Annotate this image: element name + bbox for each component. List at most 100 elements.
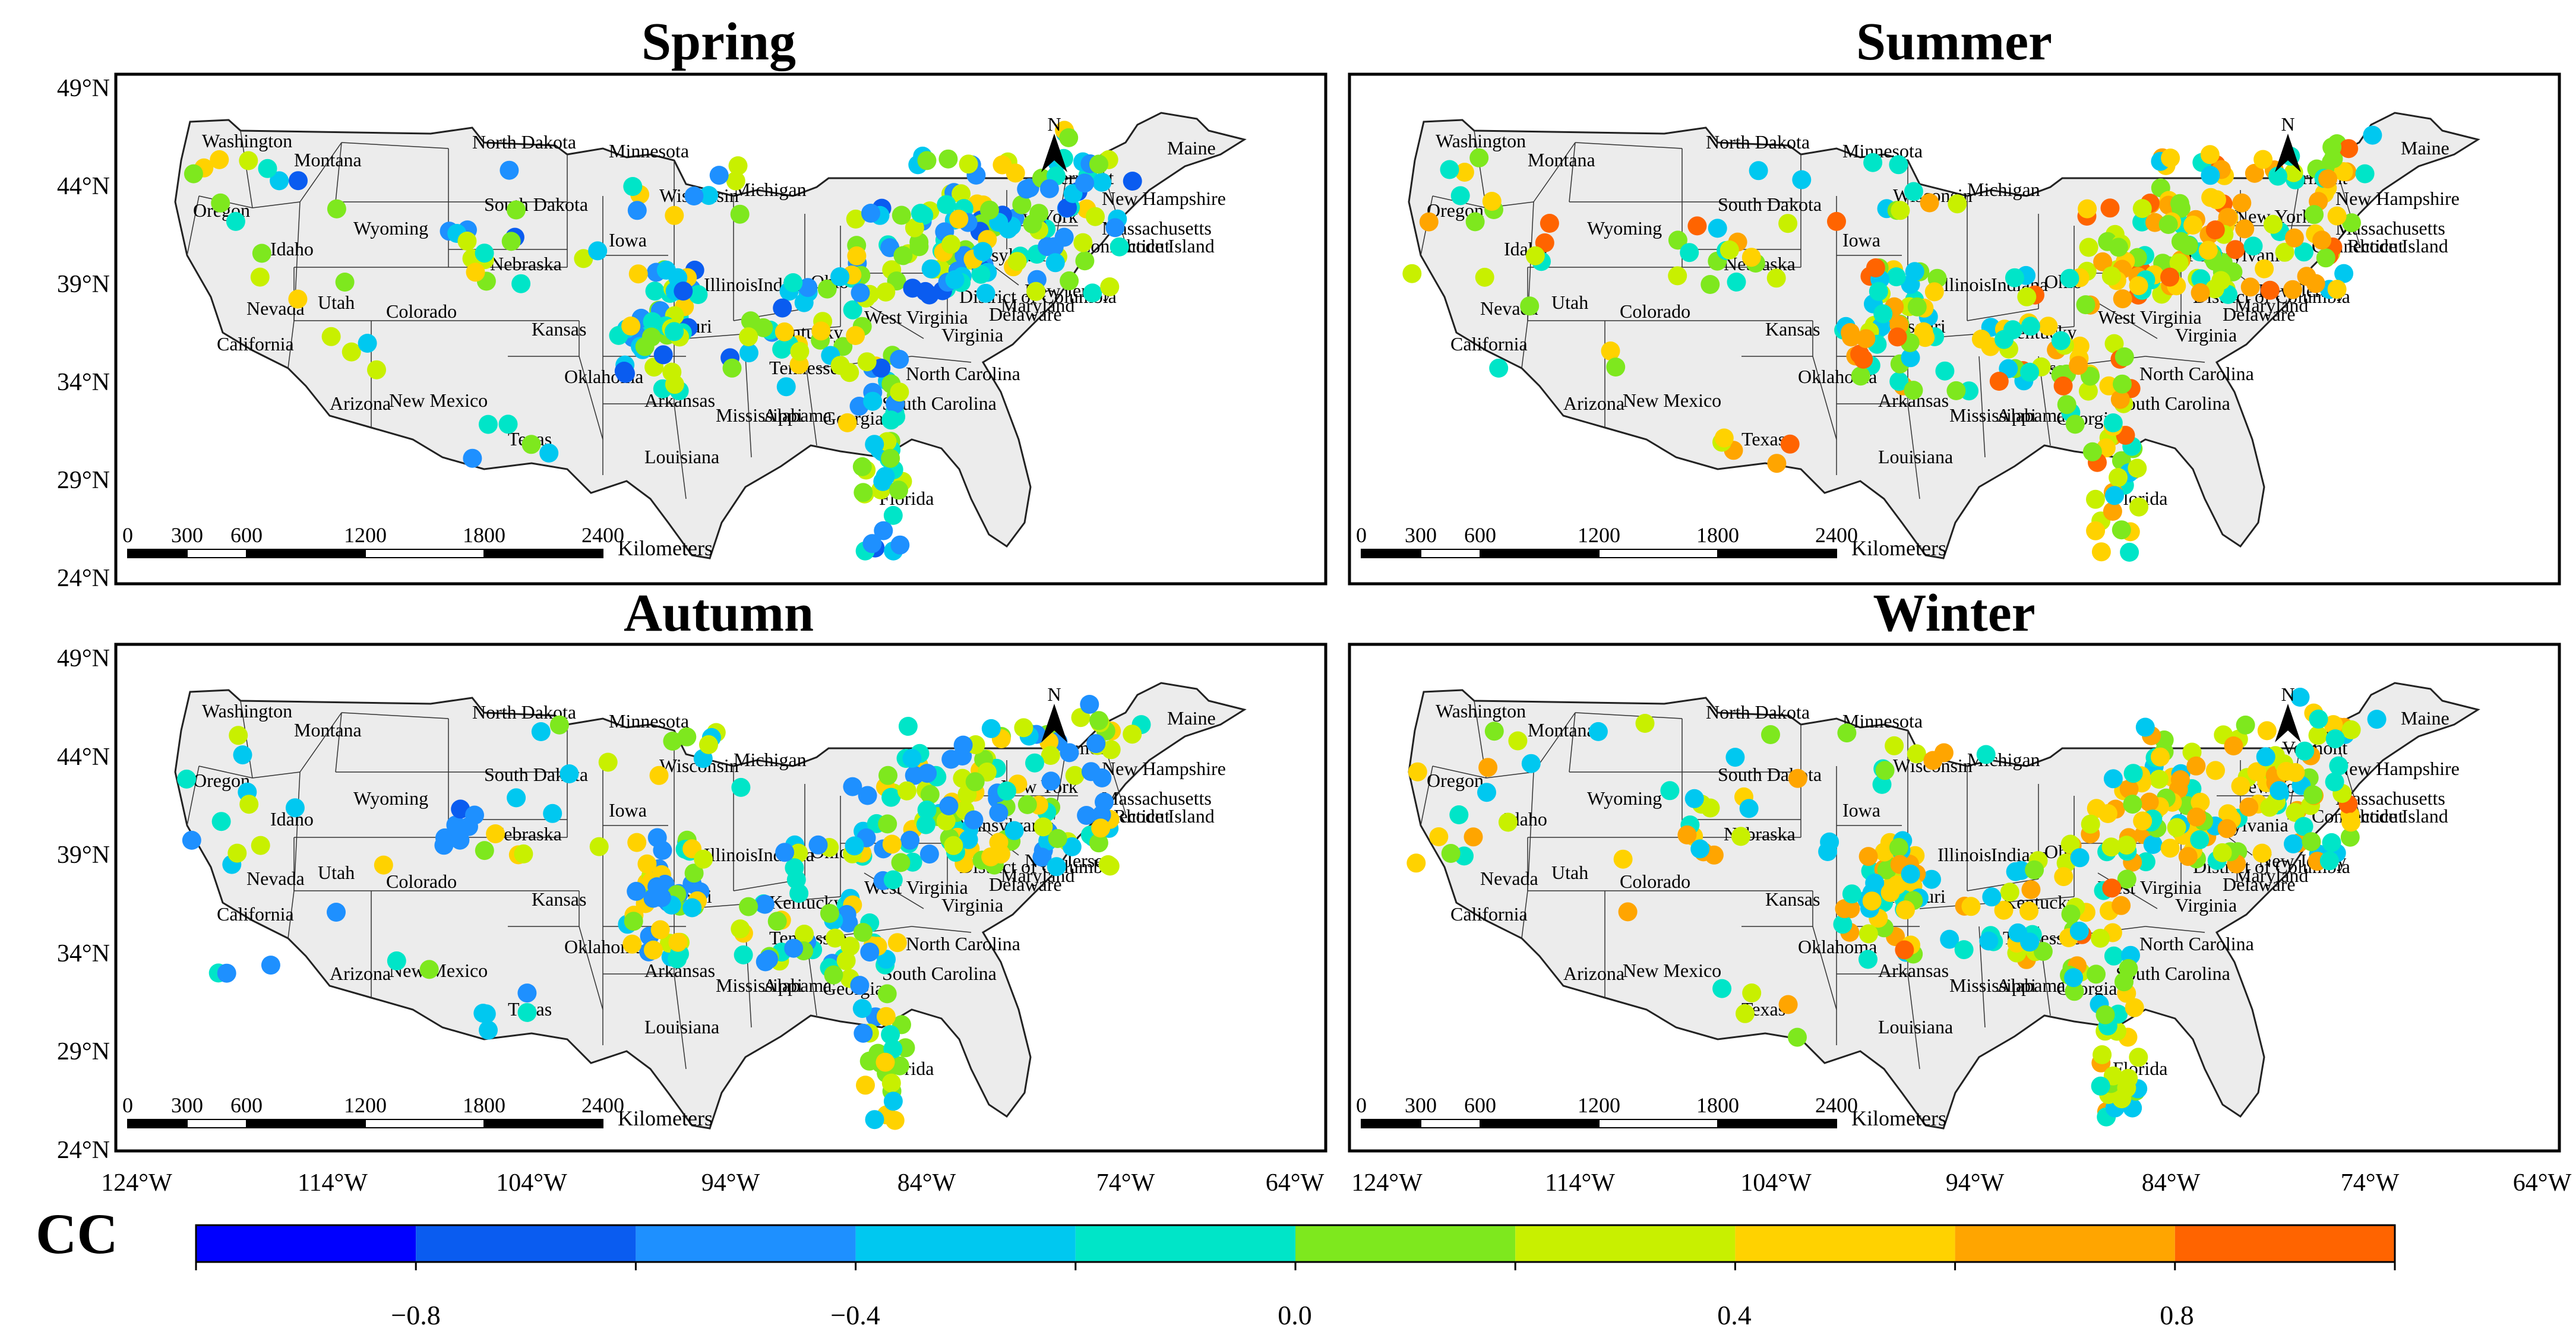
station-marker	[889, 480, 908, 500]
state-label-michigan: Michigan	[1967, 179, 2040, 200]
station-marker	[2191, 792, 2210, 812]
station-marker	[2309, 709, 2328, 729]
station-marker	[739, 897, 758, 916]
station-marker	[789, 843, 808, 863]
lat-tick: 39°N	[57, 842, 110, 869]
station-marker	[877, 984, 897, 1004]
station-marker	[1858, 950, 1878, 969]
state-label-arizona: Arizona	[1563, 963, 1624, 984]
station-marker	[865, 435, 884, 454]
station-marker	[2308, 726, 2328, 745]
station-marker	[1023, 214, 1042, 234]
station-marker	[1701, 798, 1720, 818]
lat-axis-bottom: 49°N 44°N 39°N 34°N 29°N 24°N	[57, 645, 110, 1164]
scale-bar-segment	[1361, 1119, 1421, 1128]
station-marker	[881, 1025, 900, 1045]
station-marker	[854, 483, 873, 502]
state-border	[2038, 926, 2051, 1016]
station-marker	[1006, 163, 1025, 183]
state-border	[1533, 142, 1576, 203]
station-marker	[1406, 853, 1426, 873]
station-marker	[1720, 240, 1739, 260]
state-label-iowa: Iowa	[1842, 799, 1880, 821]
state-label-wyoming: Wyoming	[353, 217, 428, 239]
station-marker	[1788, 768, 1807, 788]
station-marker	[2340, 827, 2360, 847]
station-marker	[2200, 145, 2220, 165]
state-label-utah: Utah	[1551, 862, 1588, 883]
state-label-delaware: Delaware	[989, 874, 1062, 895]
station-marker	[2232, 193, 2252, 213]
state-border	[187, 195, 200, 256]
station-marker	[2120, 542, 2139, 562]
station-marker	[2150, 770, 2169, 789]
station-marker	[918, 764, 937, 783]
state-border	[579, 356, 603, 440]
station-marker	[2091, 1076, 2110, 1096]
station-marker	[1089, 154, 1108, 174]
station-marker	[2169, 253, 2189, 273]
station-marker	[2334, 162, 2353, 181]
station-marker	[1935, 361, 1955, 381]
state-border	[341, 142, 449, 149]
station-marker	[1778, 995, 1798, 1014]
station-marker	[1976, 745, 1996, 764]
station-marker	[890, 350, 909, 369]
state-border	[1569, 142, 1576, 203]
station-marker	[1038, 237, 1057, 257]
station-marker	[917, 800, 937, 820]
station-marker	[1449, 805, 1469, 824]
state-label-alabama: Alabama	[1997, 975, 2066, 996]
station-marker	[1934, 743, 1954, 763]
station-marker	[521, 435, 541, 454]
station-marker	[1540, 214, 1559, 233]
colorbar-title: CC	[36, 1202, 118, 1266]
state-label-west-virginia: West Virginia	[864, 306, 968, 328]
station-marker	[734, 945, 753, 964]
station-marker	[874, 521, 893, 540]
station-marker	[665, 322, 684, 341]
state-label-west-virginia: West Virginia	[2098, 306, 2202, 328]
station-marker	[965, 772, 985, 792]
panel-title-spring: Spring	[641, 12, 796, 71]
station-marker	[665, 205, 684, 225]
station-marker	[843, 300, 862, 320]
station-marker	[878, 814, 897, 834]
state-label-delaware: Delaware	[989, 303, 1062, 325]
lon-tick: 124°W	[1351, 1169, 1423, 1197]
station-marker	[2038, 317, 2058, 336]
station-marker	[981, 719, 1001, 738]
panel-title-autumn: Autumn	[624, 584, 814, 643]
station-marker	[722, 358, 742, 378]
state-label-louisiana: Louisiana	[644, 446, 719, 467]
lat-tick: 44°N	[57, 173, 110, 200]
station-marker	[2114, 347, 2134, 366]
station-marker	[2025, 860, 2044, 880]
state-border	[299, 142, 342, 203]
scale-bar-tick: 2400	[581, 1093, 624, 1117]
scale-bar-tick: 300	[171, 1093, 203, 1117]
station-marker	[251, 836, 270, 855]
station-marker	[459, 817, 478, 836]
station-marker	[739, 343, 758, 363]
station-marker	[2112, 896, 2131, 915]
station-marker	[2341, 812, 2360, 832]
state-border	[1521, 890, 1528, 939]
station-marker	[2129, 276, 2148, 296]
station-marker	[851, 283, 870, 302]
state-label-new-hampshire: New Hampshire	[2335, 758, 2460, 779]
station-marker	[2294, 242, 2313, 262]
station-marker	[2065, 415, 2085, 434]
station-marker	[892, 205, 911, 225]
station-marker	[2286, 803, 2305, 822]
station-marker	[2086, 521, 2106, 540]
scale-bar-tick: 2400	[1815, 1093, 1858, 1117]
station-marker	[627, 833, 647, 852]
lat-tick: 34°N	[57, 369, 110, 396]
station-marker	[2112, 520, 2131, 540]
station-marker	[2133, 811, 2153, 831]
station-marker	[1708, 219, 1727, 238]
station-marker	[1092, 172, 1112, 192]
station-marker	[2201, 166, 2220, 185]
station-marker	[1971, 330, 1991, 349]
